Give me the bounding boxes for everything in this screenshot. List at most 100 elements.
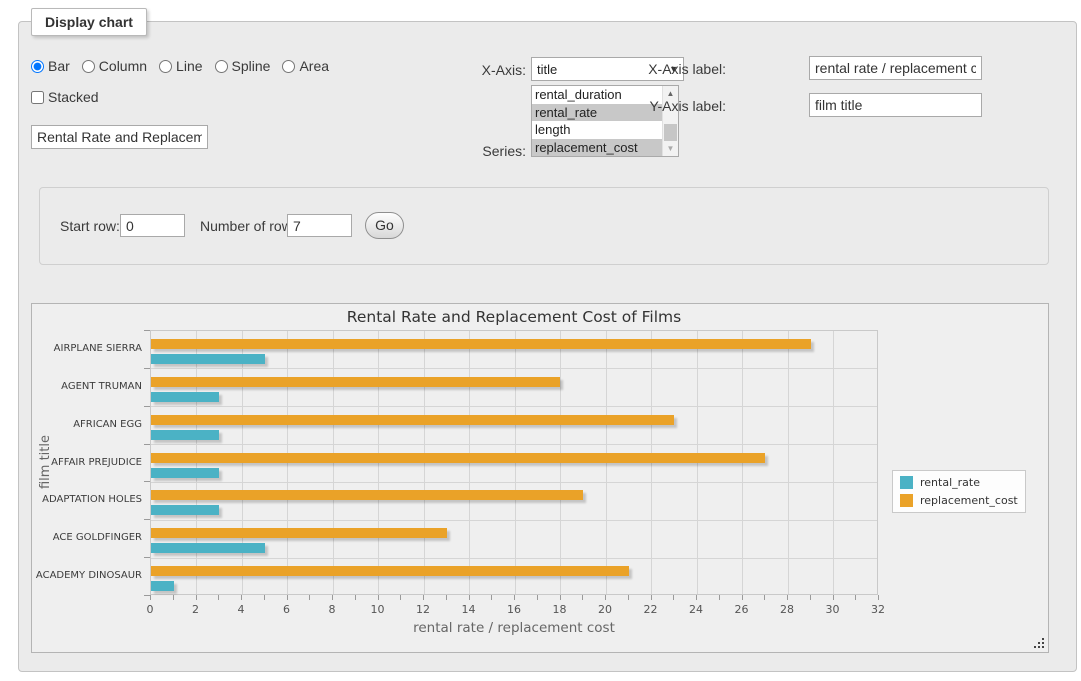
x-tick-label: 32 <box>871 603 885 616</box>
chart-type-radio-column[interactable]: Column <box>81 58 147 74</box>
x-tick-label: 6 <box>283 603 290 616</box>
bar-replacement_cost <box>151 452 766 463</box>
bar-rental_rate <box>151 354 265 364</box>
radio-label: Line <box>176 58 203 74</box>
y-category-label: AFRICAN EGG <box>73 418 142 430</box>
number-of-rows-input[interactable] <box>287 214 352 237</box>
bar-replacement_cost <box>151 414 675 425</box>
y-axis-label-caption: Y-Axis label: <box>649 98 726 114</box>
legend-swatch <box>900 476 913 489</box>
x-axis-select-label: X-Axis: <box>481 62 526 78</box>
y-axis-tick <box>144 481 150 483</box>
radio-label: Spline <box>231 58 271 74</box>
series-option-rental-rate[interactable]: rental_rate <box>532 103 662 121</box>
y-axis-label-input[interactable] <box>809 93 982 117</box>
x-tick-label: 26 <box>734 603 749 616</box>
bar-rental_rate <box>151 543 265 554</box>
y-category-label: ACADEMY DINOSAUR <box>35 570 142 582</box>
y-axis-tick <box>144 330 150 331</box>
x-axis-select[interactable]: title ▼ <box>531 57 684 81</box>
x-axis-tick <box>787 595 788 600</box>
x-axis-tick <box>150 595 151 600</box>
x-axis-tick <box>263 595 265 600</box>
series-option-replacement-cost[interactable]: replacement_cost <box>532 138 662 156</box>
series-option-rental-duration[interactable]: rental_duration <box>535 87 622 102</box>
x-tick-label: 16 <box>507 603 521 616</box>
x-axis-tick <box>354 595 356 600</box>
start-row-input[interactable] <box>120 214 185 237</box>
x-axis-tick <box>673 595 675 600</box>
x-axis-tick <box>855 595 857 600</box>
chart-title-input[interactable] <box>31 125 208 149</box>
chart-type-radio-column-input[interactable] <box>81 59 95 73</box>
stacked-checkbox-label[interactable]: Stacked <box>31 89 99 105</box>
x-tick-label: 14 <box>461 603 476 616</box>
x-axis-tick <box>332 595 333 600</box>
gridline-horizontal <box>151 368 877 370</box>
x-axis-tick <box>536 595 538 600</box>
x-axis-label-caption: X-Axis label: <box>648 61 726 77</box>
scroll-up-icon[interactable]: ▲ <box>663 86 678 101</box>
bar-rental_rate <box>151 429 220 440</box>
y-category-label: ADAPTATION HOLES <box>42 494 142 506</box>
x-axis-tick <box>650 595 652 600</box>
chart-x-axis-title: rental rate / replacement cost <box>413 620 615 636</box>
start-row-label: Start row: <box>60 218 120 234</box>
stacked-checkbox[interactable] <box>31 90 44 104</box>
y-category-label: ACE GOLDFINGER <box>52 532 142 544</box>
series-option-list: rental_duration rental_rate length repla… <box>532 86 662 156</box>
y-axis-tick <box>144 595 150 596</box>
x-axis-tick <box>582 595 584 600</box>
y-category-label: AFFAIR PREJUDICE <box>51 456 142 468</box>
chart-type-radio-area[interactable]: Area <box>282 58 329 74</box>
x-axis-tick <box>741 595 743 600</box>
x-tick-label: 12 <box>416 603 430 616</box>
scrollbar-thumb[interactable] <box>664 124 677 144</box>
x-axis-tick <box>718 595 720 600</box>
bar-replacement_cost <box>151 376 561 387</box>
gridline-horizontal <box>151 406 877 408</box>
series-option-length[interactable]: length <box>535 122 571 137</box>
go-button[interactable]: Go <box>365 212 404 239</box>
scroll-down-icon[interactable]: ▼ <box>663 141 678 156</box>
chart-type-radio-line[interactable]: Line <box>159 58 203 74</box>
x-axis-tick <box>218 595 220 600</box>
bar-replacement_cost <box>151 339 811 349</box>
x-axis-tick <box>241 595 242 600</box>
x-tick-label: 18 <box>552 603 567 616</box>
y-axis-tick <box>144 443 150 445</box>
x-axis-tick <box>172 595 174 600</box>
x-axis-tick <box>605 595 606 600</box>
legend-swatch <box>900 494 913 507</box>
x-tick-label: 2 <box>192 603 199 616</box>
chart-type-radio-bar-input[interactable] <box>31 59 44 73</box>
chart-type-radio-spline[interactable]: Spline <box>214 58 271 74</box>
legend-label: rental_rate <box>920 476 980 489</box>
resize-handle-icon[interactable] <box>1033 637 1045 649</box>
y-axis-tick <box>144 557 150 559</box>
chart-type-radio-line-input[interactable] <box>159 59 173 73</box>
chart-type-radio-spline-input[interactable] <box>214 59 228 73</box>
checkbox-label: Stacked <box>48 89 99 105</box>
x-tick-label: 28 <box>780 603 794 616</box>
radio-label: Area <box>299 58 330 74</box>
dropdown-arrow-icon: ▼ <box>669 64 678 74</box>
x-axis-label-input[interactable] <box>809 56 982 80</box>
stacked-checkbox-row: Stacked <box>31 87 99 107</box>
x-axis-tick <box>286 595 288 600</box>
x-axis-tick <box>809 595 811 600</box>
x-axis-tick <box>491 595 493 600</box>
x-tick-label: 10 <box>370 603 385 616</box>
chart-type-radio-group: Bar Column Line Spline Area <box>31 56 329 76</box>
chart-type-radio-area-input[interactable] <box>282 59 296 73</box>
series-multiselect[interactable]: rental_duration rental_rate length repla… <box>531 85 679 157</box>
x-tick-label: 20 <box>598 603 612 616</box>
x-axis-tick <box>468 595 470 600</box>
series-scrollbar[interactable]: ▲ ▼ <box>662 86 678 156</box>
legend-item-rental_rate: rental_rate <box>900 476 1018 489</box>
bar-rental_rate <box>151 391 220 402</box>
x-axis-tick <box>627 595 629 600</box>
chart-container: Rental Rate and Replacement Cost of Film… <box>31 303 1049 653</box>
x-axis-tick <box>309 595 311 600</box>
chart-type-radio-bar[interactable]: Bar <box>31 58 70 74</box>
